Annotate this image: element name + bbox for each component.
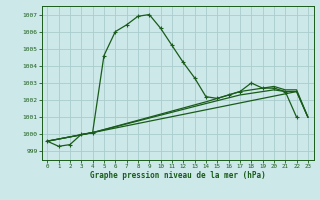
X-axis label: Graphe pression niveau de la mer (hPa): Graphe pression niveau de la mer (hPa) — [90, 171, 266, 180]
